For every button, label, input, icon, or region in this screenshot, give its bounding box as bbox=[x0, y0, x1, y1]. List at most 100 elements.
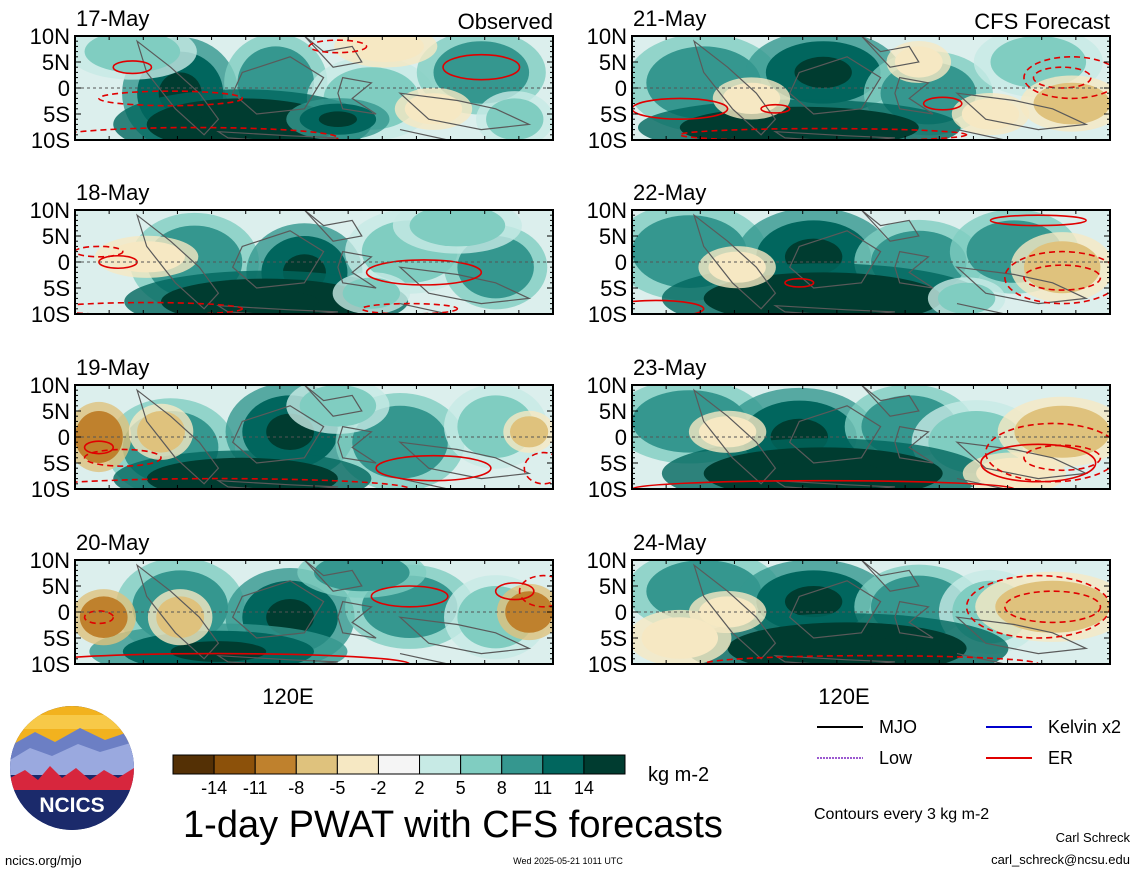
coast-borneo bbox=[231, 580, 325, 639]
coast-philippines bbox=[303, 385, 363, 417]
y-tick-label: 10S bbox=[588, 477, 627, 502]
y-tick-label: 10N bbox=[587, 198, 627, 223]
panel-ticks bbox=[74, 209, 554, 315]
colorbar-label: -11 bbox=[243, 778, 268, 798]
field-blob bbox=[1014, 405, 1110, 458]
coastlines bbox=[135, 560, 532, 664]
field-blob bbox=[299, 385, 377, 427]
coastlines bbox=[135, 210, 532, 314]
er-contours bbox=[75, 245, 483, 314]
er-contour-negative bbox=[83, 610, 115, 625]
coast-australia bbox=[956, 303, 1005, 314]
legend-label: Kelvin x2 bbox=[1048, 717, 1121, 737]
y-tick-label: 5N bbox=[599, 574, 627, 599]
er-contour-negative bbox=[1023, 56, 1110, 100]
coast-philippines bbox=[860, 36, 920, 68]
er-contour-negative bbox=[1032, 66, 1092, 89]
er-contour-negative bbox=[83, 448, 162, 467]
coast-new-guinea bbox=[398, 616, 532, 655]
er-contour-negative bbox=[98, 90, 244, 107]
coast-sulawesi bbox=[894, 425, 934, 464]
colorbar-label: -5 bbox=[329, 778, 345, 798]
colorbar-swatch bbox=[377, 754, 421, 775]
coastlines bbox=[692, 385, 1089, 489]
er-contour-positive bbox=[112, 60, 153, 75]
observed-header: Observed bbox=[458, 9, 553, 34]
y-tick-label: 5S bbox=[600, 276, 627, 301]
field-blob bbox=[708, 251, 766, 283]
field-blob-core bbox=[763, 460, 883, 487]
coastlines bbox=[135, 385, 532, 489]
legend-label: ER bbox=[1048, 748, 1073, 768]
coast-australia bbox=[399, 653, 448, 664]
er-contour-positive bbox=[989, 214, 1087, 227]
field-blob bbox=[84, 36, 181, 73]
coast-borneo bbox=[231, 230, 325, 289]
colorbar-label: -14 bbox=[201, 778, 227, 798]
field-blob bbox=[505, 591, 553, 633]
coast-sulawesi bbox=[894, 76, 934, 115]
coast-borneo bbox=[788, 230, 882, 289]
er-contour-negative bbox=[75, 245, 124, 258]
y-tick-label: 10S bbox=[31, 128, 70, 153]
footer-email: carl_schreck@ncsu.edu bbox=[991, 852, 1130, 867]
coast-sumatra bbox=[135, 388, 220, 485]
field-blob bbox=[404, 93, 463, 125]
x-tick-right: 120E bbox=[818, 684, 869, 709]
field-blob bbox=[137, 411, 185, 453]
er-contour-negative bbox=[75, 301, 244, 314]
panel-ticks bbox=[631, 559, 1111, 665]
coast-sulawesi bbox=[894, 250, 934, 289]
field-blob-core bbox=[213, 290, 319, 313]
pwat-field bbox=[75, 560, 553, 664]
coast-sulawesi bbox=[894, 600, 934, 639]
er-contours bbox=[632, 56, 1110, 140]
coast-australia bbox=[399, 303, 448, 314]
panel-ticks bbox=[74, 384, 554, 490]
colorbar-swatch bbox=[295, 754, 338, 775]
er-contour-negative bbox=[1023, 264, 1102, 291]
panel-date: 17-May bbox=[76, 6, 149, 31]
y-tick-label: 10N bbox=[30, 198, 70, 223]
er-contour-negative bbox=[965, 574, 1110, 639]
y-tick-label: 10S bbox=[31, 302, 70, 327]
colorbar-label: 5 bbox=[456, 778, 466, 798]
colorbar-swatch bbox=[460, 754, 503, 775]
y-tick-label: 10N bbox=[30, 24, 70, 49]
y-tick-label: 10N bbox=[587, 24, 627, 49]
coast-java bbox=[216, 130, 338, 140]
y-tick-label: 10N bbox=[30, 373, 70, 398]
coast-sumatra bbox=[135, 213, 220, 310]
er-contour-negative bbox=[518, 574, 553, 608]
field-blob bbox=[509, 416, 549, 448]
er-contour-negative bbox=[75, 126, 339, 140]
y-tick-label: 0 bbox=[615, 250, 627, 275]
coast-philippines bbox=[303, 560, 363, 592]
pwat-field bbox=[75, 210, 553, 314]
y-tick-label: 0 bbox=[615, 600, 627, 625]
y-tick-label: 10S bbox=[588, 302, 627, 327]
figure-title: 1-day PWAT with CFS forecasts bbox=[183, 804, 723, 846]
coast-sulawesi bbox=[337, 250, 377, 289]
panel-date: 23-May bbox=[633, 355, 706, 380]
panel-ticks bbox=[631, 384, 1111, 490]
y-tick-label: 5S bbox=[43, 626, 70, 651]
y-tick-label: 5S bbox=[600, 451, 627, 476]
coast-new-guinea bbox=[398, 92, 532, 131]
coast-java bbox=[773, 130, 895, 140]
coast-new-guinea bbox=[955, 616, 1089, 655]
er-contour-positive bbox=[365, 259, 483, 286]
coast-borneo bbox=[788, 405, 882, 464]
field-blob bbox=[108, 241, 185, 273]
colorbar-label: 11 bbox=[533, 778, 552, 798]
coast-new-guinea bbox=[398, 266, 532, 305]
x-tick-left: 120E bbox=[262, 684, 313, 709]
legend-label: MJO bbox=[879, 717, 917, 737]
panel-date: 18-May bbox=[76, 180, 149, 205]
y-tick-label: 0 bbox=[58, 425, 70, 450]
field-blob bbox=[1033, 82, 1110, 125]
coast-java bbox=[216, 304, 338, 314]
panel-date: 19-May bbox=[76, 355, 149, 380]
